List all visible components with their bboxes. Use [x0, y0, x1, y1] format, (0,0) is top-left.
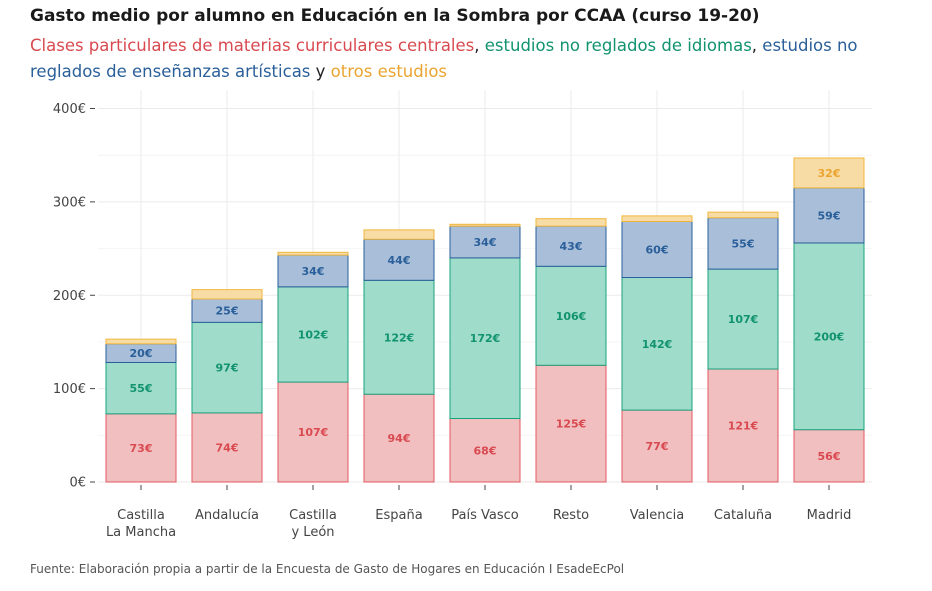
- bar-value-label: 94€: [388, 432, 411, 445]
- x-tick-label: País Vasco: [451, 508, 519, 523]
- legend-separator: ,: [474, 36, 485, 55]
- legend-text-ensenanzas-artisticas: estudios no reglados de enseñanzas artís…: [30, 36, 858, 81]
- bar-value-label: 77€: [646, 440, 669, 453]
- bar-segment-series-2: [191, 321, 263, 414]
- bar-segment-series-3: [621, 220, 693, 279]
- bar-segment-series-3: [707, 217, 779, 270]
- bar-segment-series-1: [707, 368, 779, 483]
- bar-value-label: 74€: [216, 441, 239, 454]
- bar-value-label: 55€: [130, 382, 153, 395]
- y-tick-label: 100€: [53, 382, 86, 397]
- bar-segment-series-2: [105, 361, 177, 415]
- bar-segment-series-2: [793, 242, 865, 431]
- legend-separator: y: [310, 62, 331, 81]
- bar-segment-series-1: [793, 429, 865, 483]
- y-axis: 0€ 100€ 200€ 300€ 400€: [53, 102, 95, 491]
- legend-text-idiomas: estudios no reglados de idiomas: [484, 36, 752, 55]
- bar-segment-series-2: [707, 268, 779, 370]
- bar-value-label: 107€: [728, 313, 759, 326]
- bar-value-label: 59€: [818, 209, 841, 222]
- bar-segment-series-2: [621, 277, 693, 411]
- bar-segment-series-2: [535, 265, 607, 366]
- legend-text-otros-estudios: otros estudios: [330, 62, 448, 81]
- bar-segment-series-4: [105, 338, 177, 345]
- x-tick-label: Castilla: [117, 508, 165, 523]
- bar-segment-series-4: [363, 229, 435, 240]
- bars: 73€ 55€ 20€ 74€ 97€ 25€ 107€ 102€ 34€ 94€ 122€ 44€ 6…: [105, 157, 865, 483]
- bar-value-label: 172€: [470, 332, 501, 345]
- bar-value-label: 56€: [818, 450, 841, 463]
- chart-subtitle-legend: Clases particulares de materias curricul…: [30, 33, 910, 85]
- bar-value-label: 107€: [298, 426, 329, 439]
- bar-value-label: 102€: [298, 328, 329, 341]
- bar-segment-series-1: [621, 409, 693, 483]
- bar-value-label: 44€: [388, 254, 411, 267]
- bar-segment-series-3: [277, 254, 349, 288]
- bar-value-label: 32€: [818, 167, 841, 180]
- chart-title: Gasto medio por alumno en Educación en l…: [30, 6, 760, 26]
- bar-value-label: 60€: [646, 243, 669, 256]
- bar-segment-series-4: [535, 218, 607, 227]
- y-tick-label: 0€: [69, 476, 86, 491]
- x-tick-label: Cataluña: [714, 508, 772, 523]
- bar-value-label: 34€: [474, 236, 497, 249]
- legend-separator: ,: [751, 36, 763, 55]
- bar-value-label: 106€: [556, 310, 587, 323]
- bar-value-label: 68€: [474, 444, 497, 457]
- bar-value-label: 43€: [560, 240, 583, 253]
- bar-value-label: 25€: [216, 305, 239, 318]
- x-tick-label: España: [375, 508, 422, 523]
- bar-segment-series-1: [449, 418, 521, 483]
- y-tick-label: 300€: [53, 195, 86, 210]
- x-tick-label: Andalucía: [195, 508, 259, 523]
- y-tick-label: 400€: [53, 102, 86, 117]
- bar-segment-series-1: [535, 364, 607, 483]
- bar-value-label: 125€: [556, 418, 587, 431]
- bar-segment-series-2: [277, 286, 349, 383]
- bar-value-label: 142€: [642, 338, 673, 351]
- y-tick-label: 200€: [53, 289, 86, 304]
- x-tick-label: Valencia: [630, 508, 684, 523]
- bar-segment-series-3: [449, 225, 521, 259]
- bar-segment-series-3: [363, 238, 435, 281]
- x-tick-label: y León: [291, 525, 334, 540]
- x-axis: Castilla La Mancha Andalucía Castilla y León…: [106, 485, 851, 540]
- bar-segment-series-4: [277, 251, 349, 256]
- bar-segment-series-1: [363, 393, 435, 483]
- bar-value-label: 121€: [728, 420, 759, 433]
- bar-value-label: 34€: [302, 265, 325, 278]
- bar-value-label: 97€: [216, 362, 239, 375]
- bar-value-label: 122€: [384, 331, 415, 344]
- bar-value-label: 200€: [814, 330, 845, 343]
- bar-segment-series-4: [449, 223, 521, 227]
- bar-segment-series-2: [449, 257, 521, 420]
- bar-segment-series-2: [363, 279, 435, 395]
- bar-segment-series-4: [621, 215, 693, 222]
- bar-segment-series-4: [191, 289, 263, 300]
- bar-segment-series-3: [535, 225, 607, 267]
- bar-segment-series-4: [793, 157, 865, 189]
- x-tick-label: La Mancha: [106, 525, 176, 540]
- x-tick-label: Resto: [553, 508, 589, 523]
- bar-value-label: 73€: [130, 442, 153, 455]
- legend-text-clases-particulares: Clases particulares de materias curricul…: [30, 36, 475, 55]
- x-tick-label: Castilla: [289, 508, 337, 523]
- bar-segment-series-4: [707, 211, 779, 219]
- x-tick-label: Madrid: [807, 508, 852, 523]
- bar-value-label: 55€: [732, 237, 755, 250]
- chart-source-caption: Fuente: Elaboración propia a partir de l…: [30, 562, 625, 576]
- bar-value-label: 20€: [130, 347, 153, 360]
